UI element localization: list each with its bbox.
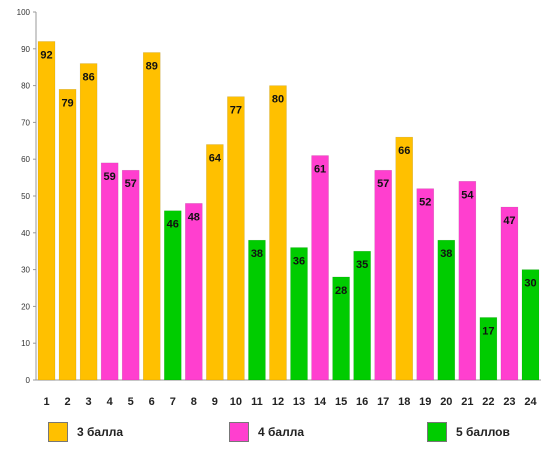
x-tick-label-3: 3	[86, 396, 92, 408]
x-axis-ticks: 1 2 3 4 5 6 7 8 9 10 11 12 13 14 15 16 17 18 19 20 21 22 23 24	[43, 396, 537, 408]
data-label-14: 61	[314, 164, 326, 176]
bar-2	[58, 89, 77, 381]
data-label-24: 30	[524, 278, 536, 290]
data-label-1: 92	[40, 49, 52, 61]
bar-19	[416, 188, 435, 381]
y-tick-label: 70	[21, 118, 30, 127]
x-tick-label-10: 10	[230, 396, 242, 408]
legend-item-5: 5 баллов	[427, 421, 510, 443]
x-tick-label-1: 1	[43, 396, 49, 408]
bar-3	[79, 63, 98, 381]
data-label-4: 59	[104, 171, 116, 183]
legend-label-3: 3 балла	[77, 425, 124, 439]
data-label-2: 79	[61, 97, 73, 109]
y-tick-label: 10	[21, 339, 30, 348]
bar-16	[353, 250, 371, 381]
data-label-10: 77	[230, 105, 242, 117]
y-tick-label: 20	[21, 302, 30, 311]
data-label-15: 28	[335, 285, 347, 297]
x-tick-label-12: 12	[272, 396, 284, 408]
bar-1	[37, 41, 56, 381]
x-tick-label-19: 19	[419, 396, 431, 408]
bar-24	[521, 269, 540, 381]
x-tick-label-16: 16	[356, 396, 368, 408]
bar-8	[185, 203, 203, 381]
legend-swatch-3	[48, 422, 68, 442]
data-label-23: 47	[503, 215, 515, 227]
data-label-20: 38	[440, 248, 452, 260]
data-label-7: 46	[167, 219, 179, 231]
x-tick-label-13: 13	[293, 396, 305, 408]
data-label-8: 48	[188, 211, 200, 223]
x-tick-label-7: 7	[170, 396, 176, 408]
data-label-19: 52	[419, 197, 431, 209]
bar-15	[332, 276, 350, 381]
x-tick-label-6: 6	[149, 396, 155, 408]
bar-9	[206, 144, 224, 381]
y-tick-label: 50	[21, 192, 30, 201]
data-label-12: 80	[272, 94, 284, 106]
legend-item-3: 3 балла	[48, 421, 123, 443]
x-tick-label-21: 21	[461, 396, 473, 408]
y-tick-label: 60	[21, 155, 30, 164]
bar-10	[227, 96, 245, 381]
x-tick-label-15: 15	[335, 396, 347, 408]
bar-6	[142, 52, 161, 381]
y-tick-label: 90	[21, 45, 30, 54]
data-label-9: 64	[209, 152, 222, 164]
data-label-6: 89	[146, 60, 158, 72]
data-label-18: 66	[398, 145, 410, 157]
bar-20	[437, 239, 456, 381]
legend-swatch-4	[229, 422, 249, 442]
bar-12	[269, 85, 287, 381]
x-tick-label-9: 9	[212, 396, 218, 408]
data-label-22: 17	[482, 325, 494, 337]
legend-label-5: 5 баллов	[456, 425, 510, 439]
data-label-16: 35	[356, 259, 368, 271]
bar-5	[121, 169, 140, 381]
bar-13	[290, 247, 308, 381]
bars	[37, 41, 540, 381]
y-axis-ticks: 0 10 20 30 40 50 60 70 80 90 100	[17, 8, 36, 385]
data-label-5: 57	[125, 178, 137, 190]
data-label-13: 36	[293, 256, 305, 268]
y-tick-label: 0	[26, 376, 31, 385]
y-tick-label: 30	[21, 266, 30, 275]
data-label-11: 38	[251, 248, 263, 260]
y-tick-label: 40	[21, 229, 30, 238]
legend-swatch-5	[427, 422, 447, 442]
y-tick-label: 100	[17, 8, 31, 17]
bar-4	[100, 162, 119, 381]
legend-item-4: 4 балла	[229, 421, 304, 443]
bar-23	[500, 206, 519, 381]
bar-17	[374, 169, 392, 381]
bar-14	[311, 155, 329, 381]
x-tick-label-24: 24	[524, 396, 537, 408]
x-tick-label-4: 4	[107, 396, 114, 408]
data-label-17: 57	[377, 178, 389, 190]
data-label-3: 86	[82, 72, 94, 84]
x-tick-label-20: 20	[440, 396, 452, 408]
y-tick-label: 80	[21, 82, 30, 91]
x-tick-label-5: 5	[128, 396, 134, 408]
bar-21	[458, 181, 477, 381]
x-tick-label-2: 2	[65, 396, 71, 408]
bar-11	[248, 239, 266, 381]
legend-label-4: 4 балла	[258, 425, 305, 439]
bar-22	[479, 317, 498, 381]
data-label-21: 54	[461, 189, 474, 201]
x-tick-label-22: 22	[482, 396, 494, 408]
x-tick-label-17: 17	[377, 396, 389, 408]
x-tick-label-11: 11	[251, 396, 263, 408]
x-tick-label-8: 8	[191, 396, 197, 408]
data-labels: 92 79 86 59 57 89 46 48 64 77 38 80 36 61 28 35 57 66 52 38…	[40, 49, 536, 337]
bar-18	[395, 136, 413, 381]
x-tick-label-23: 23	[503, 396, 515, 408]
x-tick-label-14: 14	[314, 396, 327, 408]
x-tick-label-18: 18	[398, 396, 410, 408]
bar-7	[164, 210, 182, 381]
